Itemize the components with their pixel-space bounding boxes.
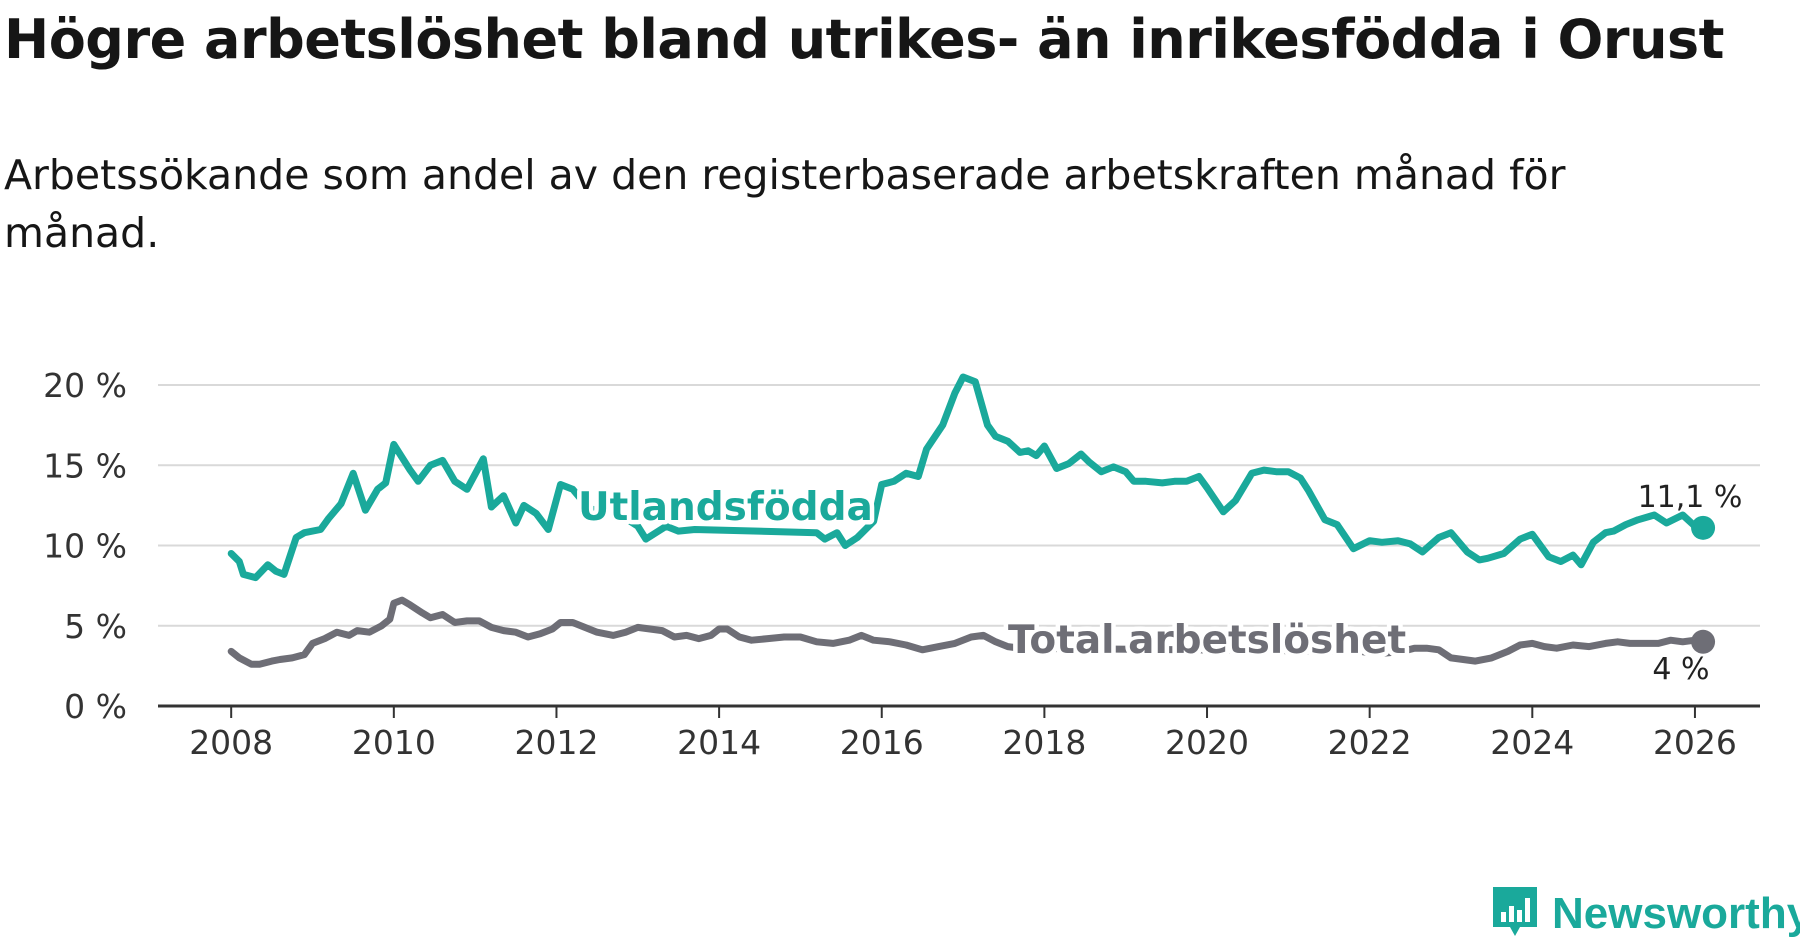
x-tick-label: 2026 (1653, 723, 1737, 762)
series (227, 373, 1716, 668)
gridlines (158, 384, 1760, 627)
series-line-utlandsfodda (227, 373, 1707, 582)
series-label-utlandsfodda: Utlandsfödda (578, 485, 873, 530)
x-tick-label: 2008 (189, 723, 273, 762)
end-point-utlandsfodda (1691, 515, 1716, 540)
x-tick-label: 2020 (1165, 723, 1249, 762)
series-label-total: Total arbetslöshet (1008, 618, 1406, 663)
x-tick-label: 2016 (840, 723, 924, 762)
y-axis-ticks: 0 % 5 % 10 % 15 % 20 % (43, 366, 127, 726)
series-line-total (227, 596, 1707, 668)
end-label-total: 4 % (1652, 652, 1709, 687)
x-tick-label: 2012 (514, 723, 598, 762)
chart-title: Högre arbetslöshet bland utrikes- än inr… (4, 8, 1724, 71)
y-tick-label: 5 % (64, 607, 127, 646)
newsworthy-logo: Newsworthy (1490, 884, 1800, 944)
x-tick-label: 2014 (677, 723, 761, 762)
series-labels: Utlandsfödda Total arbetslöshet 11,1 % 4… (574, 480, 1743, 687)
y-tick-label: 15 % (43, 446, 127, 485)
newsworthy-logo-text: Newsworthy (1552, 889, 1800, 938)
y-tick-label: 20 % (43, 366, 127, 405)
y-tick-label: 10 % (43, 527, 127, 566)
x-tick-label: 2010 (352, 723, 436, 762)
end-point-total (1691, 629, 1716, 654)
y-tick-label: 0 % (64, 687, 127, 726)
end-label-utlandsfodda: 11,1 % (1638, 480, 1743, 515)
x-tick-label: 2018 (1002, 723, 1086, 762)
chart-subtitle: Arbetssökande som andel av den registerb… (4, 151, 1566, 257)
newsworthy-logo-icon (1493, 887, 1537, 936)
x-tick-label: 2022 (1328, 723, 1412, 762)
x-tick-label: 2024 (1490, 723, 1574, 762)
x-axis: 2008 2010 2012 2014 2016 2018 2020 2022 2024 2026 (158, 704, 1760, 762)
